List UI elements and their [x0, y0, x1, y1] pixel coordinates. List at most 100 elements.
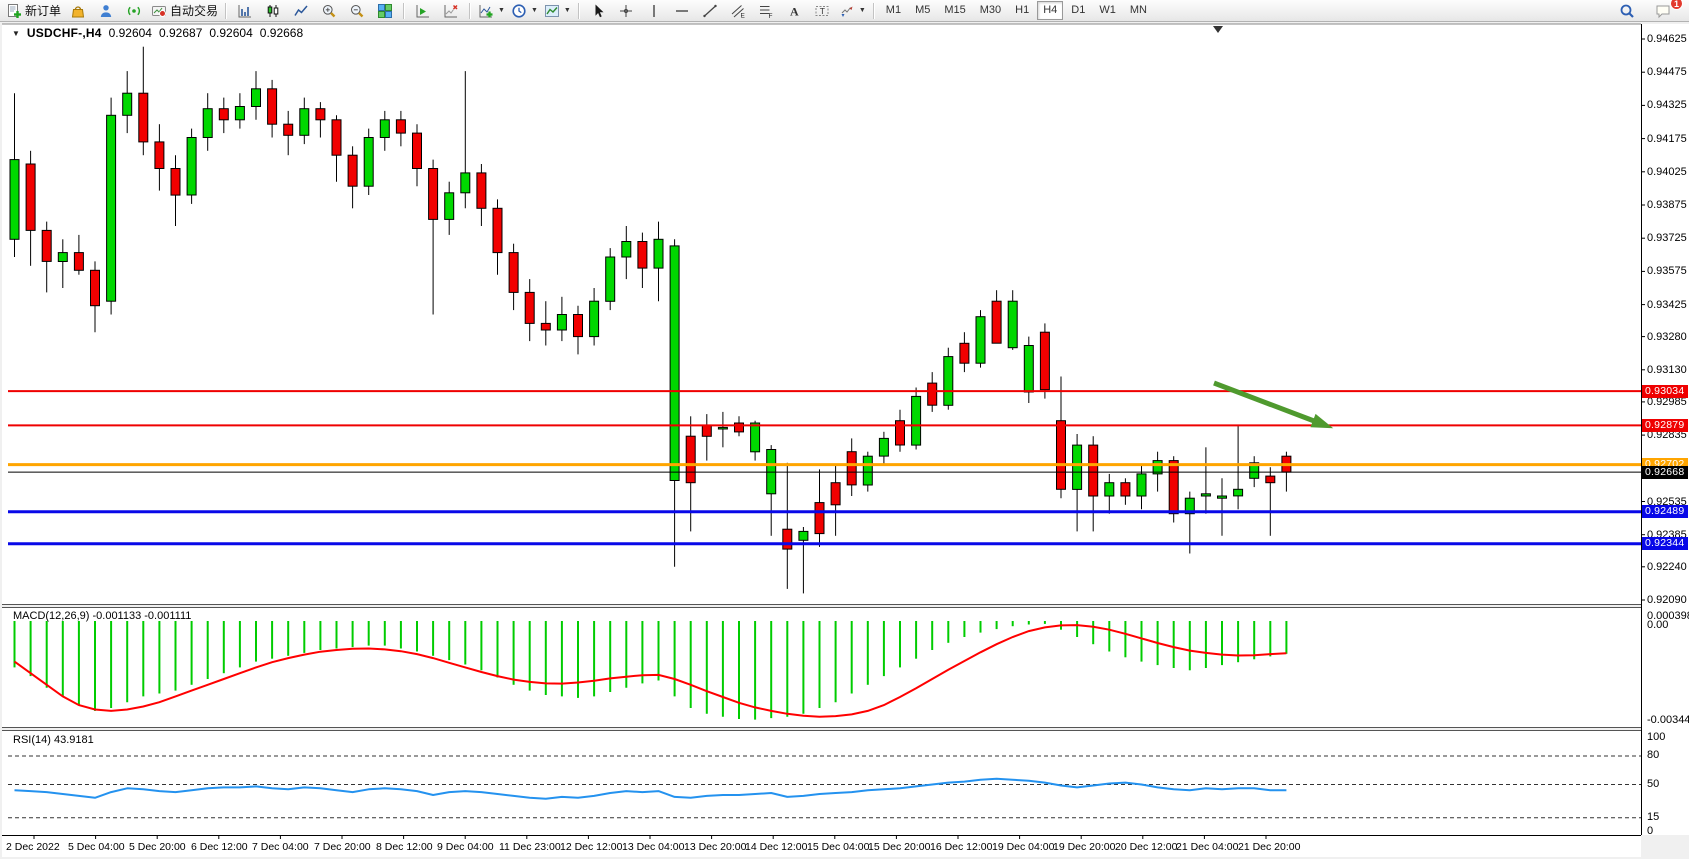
chat-button[interactable]: 1: [1649, 0, 1683, 22]
candle-body: [218, 108, 229, 121]
arrows-button[interactable]: ▼: [836, 0, 869, 22]
candle-body: [9, 159, 20, 240]
zoom-out-icon: [351, 4, 364, 17]
svg-text:E: E: [740, 12, 745, 19]
symbol-dropdown-icon[interactable]: ▼: [12, 28, 20, 38]
templates-button[interactable]: ▼: [541, 0, 574, 22]
text-button[interactable]: A: [780, 0, 808, 22]
candle-body: [975, 316, 986, 364]
timeframe-m15-button[interactable]: M15: [944, 4, 966, 16]
ohlc-low: 0.92604: [209, 26, 253, 40]
tile-windows-button[interactable]: [371, 0, 399, 22]
candle-body: [1023, 345, 1034, 393]
timeframe-w1-button[interactable]: W1: [1099, 4, 1116, 16]
text-label-button[interactable]: T: [808, 0, 836, 22]
time-axis-label: 7 Dec 20:00: [314, 841, 371, 853]
trendline-button[interactable]: [696, 0, 724, 22]
chart-shift-marker-icon[interactable]: [1213, 26, 1223, 33]
timeframe-h4-button[interactable]: H4: [1037, 1, 1064, 20]
macd-values: -0.001133 -0.001111: [92, 610, 192, 622]
candle-body: [1072, 444, 1083, 490]
new-order-icon: [8, 3, 21, 18]
time-axis-label: 9 Dec 04:00: [437, 841, 494, 853]
candle-body: [669, 245, 680, 481]
candlestick-chart-button[interactable]: [259, 0, 287, 22]
candle-body: [428, 168, 439, 220]
timeframe-mn-button[interactable]: MN: [1129, 4, 1147, 16]
price-axis-label: 0.92535: [1647, 496, 1687, 508]
candle-body: [1056, 420, 1066, 490]
candle-body: [1039, 331, 1050, 391]
candle-body: [299, 108, 310, 136]
rsi-value: 43.9181: [53, 734, 94, 746]
line-chart-button[interactable]: [287, 0, 315, 22]
candle-body: [283, 123, 294, 136]
candle-body: [1007, 300, 1018, 349]
candle-body: [830, 482, 841, 506]
toolbar-separator: [577, 2, 580, 19]
signals-button[interactable]: [120, 0, 148, 22]
vertical-line-icon: [653, 4, 655, 17]
candle-body: [154, 141, 165, 169]
indicators-button[interactable]: ▼: [475, 0, 508, 22]
timeframe-m5-button[interactable]: M5: [915, 4, 931, 16]
cursor-button[interactable]: [584, 0, 612, 22]
time-axis-label: 21 Dec 04:00: [1176, 841, 1239, 853]
auto-scroll-button[interactable]: [409, 0, 437, 22]
zoom-in-icon: [323, 4, 336, 17]
rsi-axis-label: 100: [1647, 731, 1666, 743]
search-button[interactable]: [1613, 0, 1641, 22]
price-badge-0.92489: 0.92489: [1642, 505, 1688, 518]
candle-body: [1152, 460, 1163, 475]
candle-body: [734, 422, 744, 433]
svg-text:T: T: [820, 6, 825, 16]
market-button[interactable]: [64, 0, 92, 22]
candle-body: [363, 137, 374, 187]
time-axis-label: 13 Dec 04:00: [622, 841, 685, 853]
candle-body: [267, 88, 278, 125]
candle-body: [991, 300, 1002, 344]
trend-arrow-annotation[interactable]: [1213, 380, 1334, 429]
candle-body: [573, 314, 583, 338]
text-icon: A: [790, 4, 799, 18]
horizontal-line-button[interactable]: [668, 0, 696, 22]
periods-icon: [512, 3, 526, 18]
candle-body: [202, 108, 213, 138]
rsi-name: RSI(14): [13, 734, 51, 746]
timeframe-d1-button[interactable]: D1: [1071, 4, 1086, 16]
vertical-line-button[interactable]: [640, 0, 668, 22]
fibonacci-button[interactable]: F: [752, 0, 780, 22]
svg-text:F: F: [768, 13, 772, 19]
candle-body: [251, 88, 261, 108]
dropdown-caret-icon: ▼: [530, 7, 538, 14]
equidistant-channel-button[interactable]: E: [724, 0, 752, 22]
time-axis-label: 13 Dec 20:00: [684, 841, 747, 853]
price-axis-label: 0.92385: [1647, 529, 1687, 541]
timeframe-h1-button[interactable]: H1: [1015, 4, 1030, 16]
crosshair-button[interactable]: [612, 0, 640, 22]
autotrading-icon: [152, 5, 167, 17]
cursor-icon: [595, 4, 604, 17]
price-badge-0.93034: 0.93034: [1642, 385, 1688, 398]
rsi-axis-label: 15: [1647, 811, 1660, 823]
candle-body: [476, 172, 487, 209]
candle-body: [1120, 482, 1131, 497]
chart-shift-button[interactable]: [437, 0, 465, 22]
candle-body: [1265, 475, 1276, 484]
time-axis-label: 15 Dec 20:00: [868, 841, 931, 853]
timeframe-m1-button[interactable]: M1: [885, 4, 902, 16]
timeframe-m30-button[interactable]: M30: [979, 4, 1002, 16]
zoom-out-button[interactable]: [343, 0, 371, 22]
periods-button[interactable]: ▼: [508, 0, 541, 22]
time-axis-label: 5 Dec 04:00: [68, 841, 125, 853]
candle-body: [41, 229, 52, 262]
price-axis-label: 0.94325: [1647, 99, 1687, 111]
zoom-in-button[interactable]: [315, 0, 343, 22]
community-button[interactable]: [92, 0, 120, 22]
bar-chart-button[interactable]: [231, 0, 259, 22]
symbol-label: USDCHF-,H4: [26, 26, 102, 40]
new-order-button[interactable]: 新订单: [3, 0, 64, 22]
macd-panel: [2, 608, 1641, 727]
candle-body: [347, 154, 358, 187]
autotrading-button[interactable]: 自动交易: [148, 0, 221, 22]
